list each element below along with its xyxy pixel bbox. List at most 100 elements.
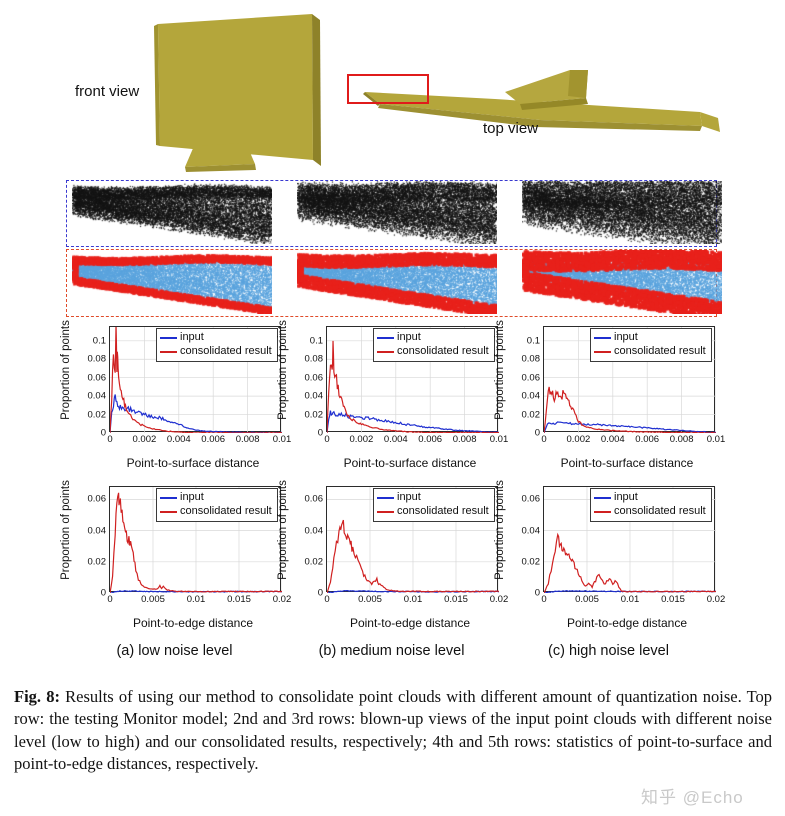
figure-caption: Fig. 8: Results of using our method to c… [14,686,772,776]
column-caption-a: (a) low noise level [116,643,233,659]
column-caption-c: (c) high noise level [548,643,669,659]
top-view-label: top view [483,120,539,137]
series-consolidated-result [544,532,716,593]
x-tick-label: 0.015 [444,594,468,605]
input-point-cloud-band [66,180,722,247]
x-tick-label: 0.02 [272,594,292,605]
chart-plot-area: 0 0.02 0.04 0.06 0.08 0.1 0 0.002 0.004 0.006 0.00… [522,326,725,445]
chart-ylabel: Proportion of points [277,320,289,420]
chart-legend: input consolidated result [373,328,495,362]
legend-item-result: consolidated result [377,345,489,358]
x-tick-label: 0.004 [383,434,408,445]
chart-legend: input consolidated result [590,328,712,362]
x-tick-label: 0.01 [403,594,423,605]
legend-swatch-result-icon [594,510,611,513]
legend-item-result: consolidated result [160,505,272,518]
legend-label-result: consolidated result [180,505,272,517]
legend-item-input: input [377,491,489,504]
x-tick-label: 0.002 [566,434,591,445]
legend-item-result: consolidated result [377,505,489,518]
chart-edge-low: Proportion of points 0 0.02 0.04 0.06 0 0.005 0… [60,480,291,630]
y-tick-label: 0.1 [92,335,106,347]
x-tick-label: 0.02 [489,594,509,605]
input-point-clouds-low-canvas [72,181,272,244]
y-tick-label: 0 [534,587,540,599]
chart-ylabel: Proportion of points [494,320,506,420]
y-tick-label: 0.02 [304,409,324,421]
x-tick-label: 0.02 [706,594,726,605]
legend-swatch-result-icon [377,510,394,513]
y-tick-label: 0.06 [521,372,541,384]
x-tick-label: 0.008 [669,434,694,445]
legend-swatch-input-icon [377,496,394,499]
y-tick-label: 0.02 [87,556,107,568]
x-tick-label: 0 [541,434,547,445]
y-tick-label: 0 [317,587,323,599]
legend-swatch-input-icon [160,336,177,339]
legend-swatch-input-icon [160,496,177,499]
x-tick-label: 0.008 [235,434,260,445]
chart-plot-area: 0 0.02 0.04 0.06 0 0.005 0.01 0.015 0.02 input con… [305,486,508,605]
legend-label-result: consolidated result [614,505,706,517]
x-tick-label: 0.004 [166,434,191,445]
chart-xlabel: Point-to-surface distance [560,456,694,470]
consolidated-point-clouds-low [72,250,272,316]
y-tick-label: 0.1 [526,335,540,347]
chart-legend: input consolidated result [156,488,278,522]
legend-item-input: input [594,491,706,504]
y-tick-label: 0 [317,427,323,439]
x-tick-label: 0.005 [141,594,165,605]
x-tick-label: 0.01 [706,434,726,445]
y-tick-label: 0.02 [521,409,541,421]
chart-surface-high: Proportion of points 0 0.02 0.04 0.06 0.08 0.1… [494,320,725,470]
series-input [327,410,499,433]
legend-label-result: consolidated result [180,345,272,357]
y-tick-label: 0.06 [87,493,107,505]
x-tick-label: 0.005 [575,594,599,605]
input-point-clouds-high-canvas [522,181,722,244]
y-tick-label: 0 [100,427,106,439]
chart-xlabel: Point-to-edge distance [349,616,471,630]
legend-swatch-result-icon [377,350,394,353]
series-consolidated-result [110,492,282,593]
chart-ylabel: Proportion of points [60,320,72,420]
chart-legend: input consolidated result [156,328,278,362]
legend-label-input: input [180,491,204,503]
y-tick-label: 0.02 [304,556,324,568]
input-point-clouds-medium [297,181,497,246]
y-tick-label: 0.04 [304,525,324,537]
y-tick-label: 0.06 [304,493,324,505]
input-point-clouds-medium-canvas [297,181,497,244]
x-tick-label: 0 [107,434,113,445]
legend-swatch-result-icon [160,510,177,513]
x-tick-label: 0 [324,594,330,605]
chart-plot-area: 0 0.02 0.04 0.06 0.08 0.1 0 0.002 0.004 0.006 0.00… [305,326,508,445]
x-tick-label: 0.01 [272,434,292,445]
front-view-label: front view [75,83,140,100]
legend-swatch-input-icon [594,336,611,339]
y-tick-label: 0.06 [304,372,324,384]
legend-item-result: consolidated result [594,505,706,518]
y-tick-label: 0 [100,587,106,599]
chart-xlabel: Point-to-surface distance [343,456,477,470]
chart-ylabel: Proportion of points [277,480,289,580]
monitor-3d-render [154,14,720,172]
legend-swatch-input-icon [377,336,394,339]
consolidated-point-clouds-high-canvas [522,250,722,314]
chart-plot-area: 0 0.02 0.04 0.06 0 0.005 0.01 0.015 0.02 input con… [88,486,291,605]
x-tick-label: 0.002 [349,434,374,445]
legend-item-input: input [377,331,489,344]
x-tick-label: 0.01 [620,594,640,605]
legend-label-input: input [397,331,421,343]
model-row: front view top view [0,0,785,178]
chart-ylabel: Proportion of points [60,480,72,580]
chart-xlabel: Point-to-surface distance [126,456,260,470]
x-tick-label: 0.015 [227,594,251,605]
legend-label-input: input [614,491,638,503]
chart-xlabel: Point-to-edge distance [566,616,688,630]
y-tick-label: 0.02 [87,409,107,421]
legend-label-input: input [180,331,204,343]
legend-swatch-input-icon [594,496,611,499]
y-tick-label: 0.06 [521,493,541,505]
